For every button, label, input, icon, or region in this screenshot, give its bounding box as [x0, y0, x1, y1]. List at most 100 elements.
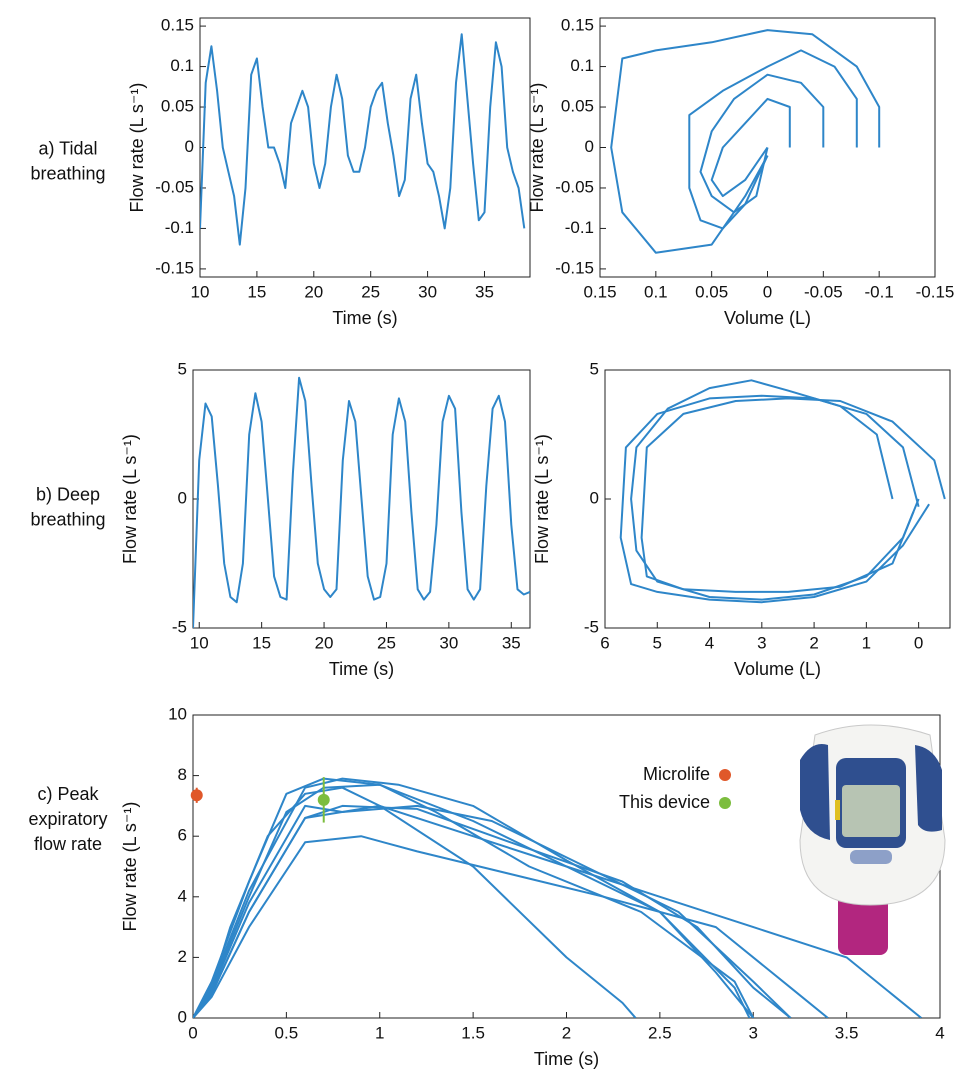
point	[190, 789, 203, 802]
y-tick-label: -0.1	[165, 218, 194, 237]
x-tick-label: 30	[439, 633, 458, 652]
row-label: flow rate	[34, 834, 102, 854]
y-axis-label: Flow rate (L s⁻¹)	[120, 802, 140, 932]
x-tick-label: 15	[252, 633, 271, 652]
x-tick-label: 35	[502, 633, 521, 652]
plot-frame	[604, 369, 951, 629]
y-tick-label: 0.1	[170, 56, 194, 75]
chart: -0.15 -0.1 -0.05 0 0.05 0.1 0.15 0.15 0.1 0.05 0 -0…	[527, 16, 955, 328]
y-axis-label: Flow rate (L s⁻¹)	[127, 83, 147, 213]
x-tick-label: 3	[757, 633, 766, 652]
x-tick-label: 20	[304, 282, 323, 301]
y-tick-label: -0.05	[155, 177, 194, 196]
x-tick-label: 30	[418, 282, 437, 301]
display	[842, 785, 900, 837]
x-tick-label: -0.1	[865, 282, 894, 301]
x-tick-label: 10	[190, 633, 209, 652]
x-tick-label: 25	[377, 633, 396, 652]
y-tick-label: 10	[168, 704, 187, 723]
y-tick-label: 0.1	[570, 56, 594, 75]
series-line	[193, 804, 792, 1018]
row-label: breathing	[30, 509, 105, 529]
series-line	[699, 73, 825, 214]
y-tick-label: 2	[178, 947, 187, 966]
y-tick-label: 4	[178, 886, 187, 905]
x-tick-label: 0	[914, 633, 923, 652]
x-tick-label: 35	[475, 282, 494, 301]
y-tick-label: 0	[178, 1007, 187, 1026]
y-tick-label: -5	[172, 617, 187, 636]
series-line	[193, 804, 922, 1018]
y-tick-label: 0	[185, 137, 194, 156]
legend-label: Microlife	[643, 764, 710, 784]
x-tick-label: 4	[705, 633, 714, 652]
x-tick-label: -0.05	[804, 282, 843, 301]
x-tick-label: 6	[600, 633, 609, 652]
y-axis-label: Flow rate (L s⁻¹)	[120, 434, 140, 564]
x-tick-label: 5	[653, 633, 662, 652]
x-tick-label: 2	[809, 633, 818, 652]
row-label: b) Deep	[36, 484, 100, 504]
button	[850, 850, 892, 864]
x-axis-label: Time (s)	[534, 1049, 599, 1069]
series-line	[619, 394, 930, 604]
row-label: a) Tidal	[38, 138, 97, 158]
y-tick-label: -0.15	[155, 258, 194, 277]
x-tick-label: 1.5	[461, 1023, 485, 1042]
x-tick-label: 15	[247, 282, 266, 301]
x-axis-label: Volume (L)	[734, 659, 821, 679]
series-line	[710, 97, 791, 198]
y-tick-label: 0	[178, 488, 187, 507]
legend-label: This device	[619, 792, 710, 812]
y-tick-label: 0.05	[161, 97, 194, 116]
y-tick-label: 5	[590, 359, 599, 378]
x-tick-label: 10	[191, 282, 210, 301]
x-tick-label: 20	[315, 633, 334, 652]
y-tick-label: 0	[590, 488, 599, 507]
row-label: breathing	[30, 163, 105, 183]
x-tick-label: 25	[361, 282, 380, 301]
series-line	[200, 33, 526, 246]
series-line	[688, 49, 858, 230]
x-tick-label: 0.05	[695, 282, 728, 301]
series-line	[193, 777, 755, 1018]
legend-marker	[719, 769, 731, 781]
x-tick-label: 0	[763, 282, 772, 301]
y-tick-label: 8	[178, 765, 187, 784]
series-line	[193, 376, 530, 628]
chart: -0.15 -0.1 -0.05 0 0.05 0.1 0.15 10 15 20 25 30 35 Ti…	[127, 16, 531, 328]
series-line	[193, 835, 829, 1018]
x-tick-label: 0.5	[275, 1023, 299, 1042]
device-side	[800, 744, 830, 840]
x-tick-label: 0	[188, 1023, 197, 1042]
y-tick-label: 0.15	[561, 16, 594, 35]
series-line	[640, 397, 946, 593]
x-axis-label: Time (s)	[332, 308, 397, 328]
series-line	[630, 379, 920, 601]
y-tick-label: 5	[178, 359, 187, 378]
chart: 0 2 4 6 8 10 0 0.5 1 1.5 2 2.5 3 3.5 4 Time (s) Flow rat…	[120, 704, 945, 1068]
series-line	[193, 786, 637, 1018]
row-label: c) Peak	[37, 784, 99, 804]
chart: -5 0 5 6 5 4 3 2 1 0 Volume (L) Flow rate (L s⁻¹)	[532, 359, 951, 679]
x-tick-label: 0.1	[644, 282, 668, 301]
y-axis-label: Flow rate (L s⁻¹)	[527, 83, 547, 213]
y-tick-label: -0.05	[555, 177, 594, 196]
device-photo	[799, 724, 946, 955]
x-tick-label: 3.5	[835, 1023, 859, 1042]
device-side	[915, 745, 942, 832]
point	[317, 793, 330, 806]
x-tick-label: 1	[375, 1023, 384, 1042]
x-tick-label: 1	[862, 633, 871, 652]
y-tick-label: -0.1	[565, 218, 594, 237]
chart: -5 0 5 10 15 20 25 30 35 Time (s) Flow rate (L s⁻¹…	[120, 359, 531, 679]
series-line	[193, 804, 792, 1018]
y-tick-label: 0.05	[561, 97, 594, 116]
x-tick-label: 2	[562, 1023, 571, 1042]
y-tick-label: 0.15	[161, 16, 194, 35]
y-tick-label: -5	[584, 617, 599, 636]
x-axis-label: Time (s)	[329, 659, 394, 679]
legend-marker	[719, 797, 731, 809]
row-label: expiratory	[28, 809, 107, 829]
